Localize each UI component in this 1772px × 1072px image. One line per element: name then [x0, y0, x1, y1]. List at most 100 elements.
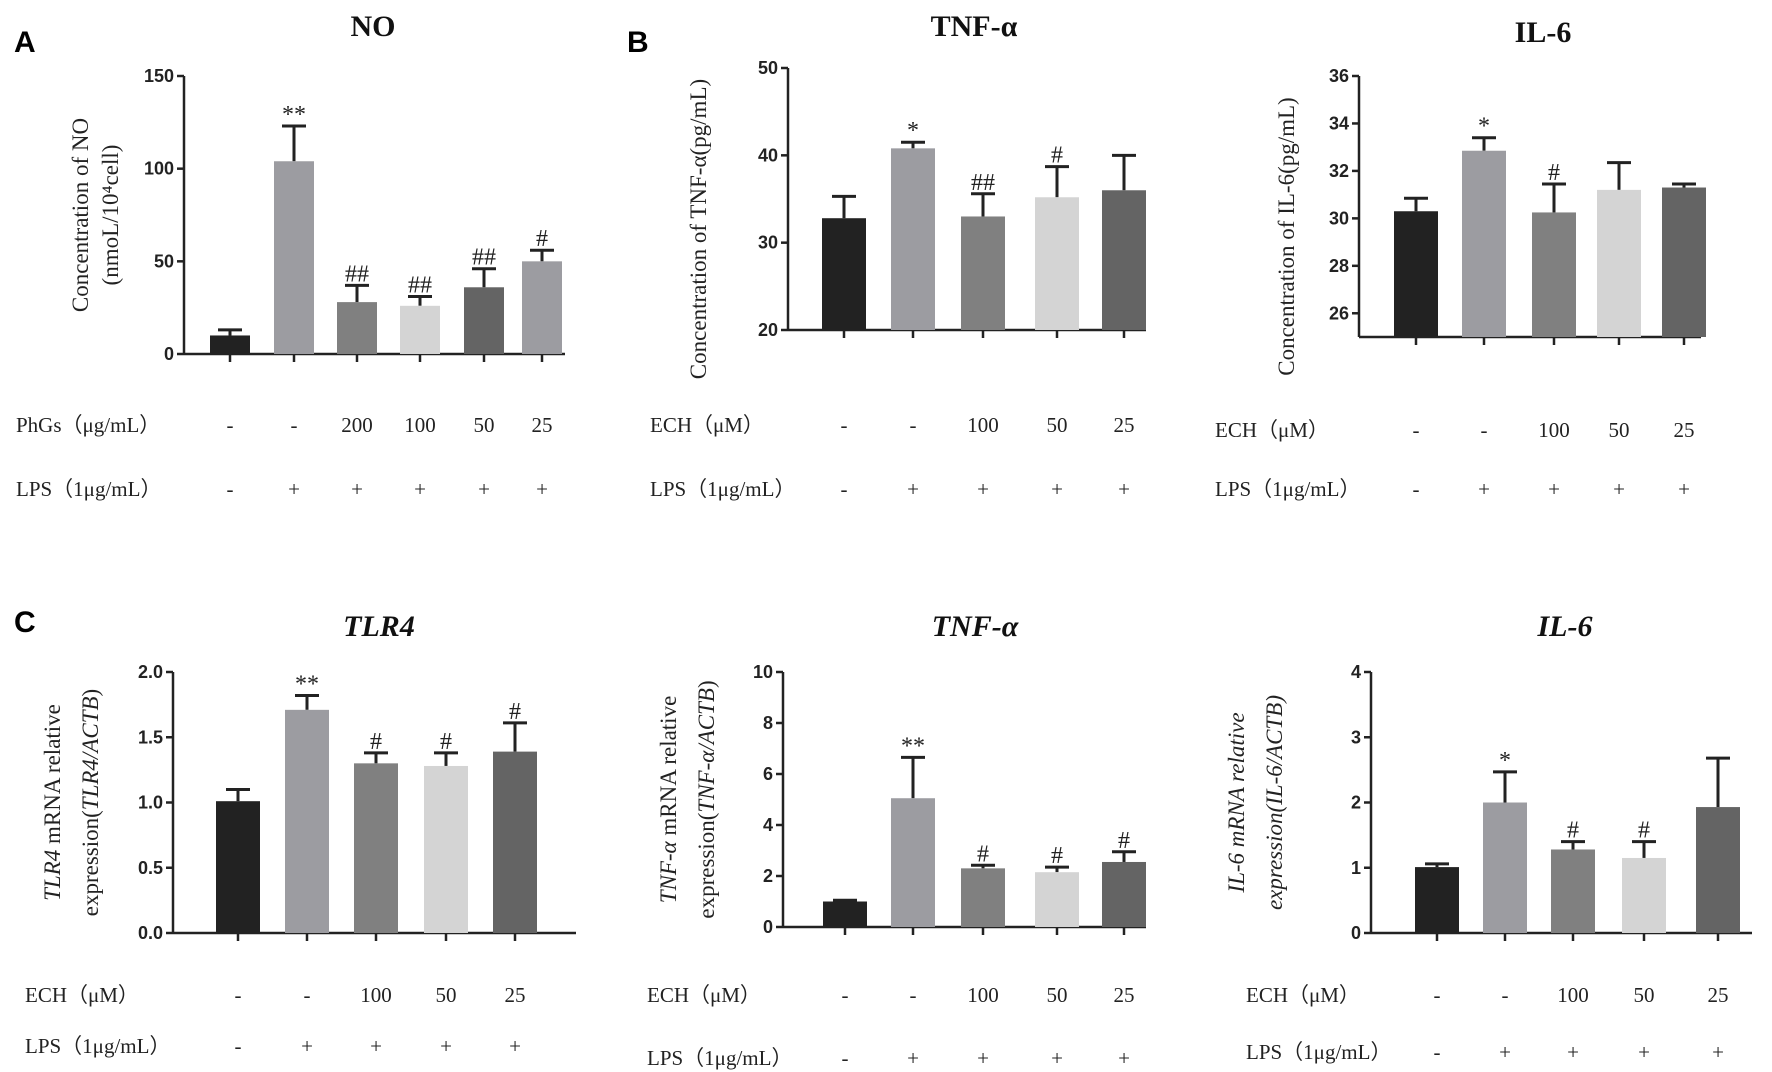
- bar: [1532, 212, 1576, 337]
- chart-title: TNF-α: [932, 610, 1019, 643]
- significance-annotation: #: [1567, 818, 1579, 844]
- y-tick-label: 100: [144, 159, 174, 179]
- treatment-row-value: -: [227, 477, 234, 501]
- y-axis-label-segment: expression(IL-6/ACTB): [1262, 695, 1287, 910]
- y-axis-label-segment: Concentration of NO: [68, 118, 93, 312]
- bar: [337, 302, 377, 354]
- treatment-row-value: +: [977, 1046, 989, 1070]
- treatment-row-value: +: [440, 1034, 452, 1058]
- bar: [522, 261, 562, 354]
- treatment-row-label: ECH（μM）: [647, 983, 761, 1007]
- treatment-row-label: ECH（μM）: [650, 413, 764, 437]
- y-axis-label: IL-6 mRNA relative: [1224, 712, 1249, 893]
- treatment-row-value: -: [304, 983, 311, 1007]
- y-tick-label: 6: [763, 764, 773, 784]
- y-tick-label: 30: [758, 233, 778, 253]
- y-axis-label-segment: ): [78, 689, 103, 697]
- y-tick-label: 8: [763, 713, 773, 733]
- treatment-row-value: -: [1434, 983, 1441, 1007]
- y-tick-label: 0: [164, 344, 174, 364]
- bar: [1035, 872, 1079, 927]
- treatment-row-value: +: [1051, 1046, 1063, 1070]
- treatment-row-value: +: [1638, 1040, 1650, 1064]
- treatment-row-value: -: [1502, 983, 1509, 1007]
- treatment-row-value: 100: [1538, 418, 1570, 442]
- treatment-row-value: 200: [341, 413, 373, 437]
- treatment-row-value: -: [842, 983, 849, 1007]
- y-tick-label: 10: [753, 662, 773, 682]
- bar: [1696, 807, 1740, 933]
- significance-annotation: #: [977, 841, 989, 867]
- treatment-row-value: +: [1118, 1046, 1130, 1070]
- treatment-row-value: +: [509, 1034, 521, 1058]
- y-axis-label: expression(IL-6/ACTB): [1262, 695, 1287, 910]
- y-axis-label-segment: expression(: [78, 810, 103, 916]
- y-axis-label-segment: TLR4: [40, 850, 65, 901]
- treatment-row-value: 25: [505, 983, 526, 1007]
- y-axis-label-segment: mRNA relative: [656, 696, 681, 842]
- bar: [822, 218, 866, 330]
- treatment-row-value: 25: [532, 413, 553, 437]
- y-axis-label-segment: TLR4/ACTB: [78, 696, 103, 810]
- y-axis-label: Concentration of IL-6(pg/mL): [1274, 97, 1299, 375]
- treatment-row-value: +: [1567, 1040, 1579, 1064]
- significance-annotation: #: [1638, 818, 1650, 844]
- treatment-row-value: +: [478, 477, 490, 501]
- treatment-row-label: ECH（μM）: [1246, 983, 1360, 1007]
- significance-annotation: ##: [345, 261, 369, 287]
- panel-label-a: A: [14, 26, 36, 59]
- significance-annotation: *: [1499, 748, 1511, 774]
- y-tick-label: 4: [763, 815, 773, 835]
- bar: [891, 148, 935, 330]
- treatment-row-value: 100: [1557, 983, 1589, 1007]
- treatment-row-value: -: [842, 1046, 849, 1070]
- y-axis-label-segment: Concentration of IL-6(pg/mL): [1274, 97, 1299, 375]
- treatment-row-value: 25: [1674, 418, 1695, 442]
- significance-annotation: **: [901, 733, 925, 759]
- treatment-row-label: LPS（1μg/mL）: [1215, 477, 1360, 501]
- significance-annotation: *: [907, 118, 919, 144]
- chart-0: NO 0 50 100 150 Concentration of NO (nmoL/10⁴c…: [16, 10, 565, 501]
- significance-annotation: #: [509, 699, 521, 725]
- treatment-row-value: +: [977, 477, 989, 501]
- y-tick-label: 0: [1351, 923, 1361, 943]
- significance-annotation: ##: [472, 245, 496, 271]
- chart-5: IL-6 0 1 2 3 4 IL-6 mRNA relative expression(IL…: [1224, 610, 1752, 1064]
- chart-3: TLR4 0.0 0.5 1.0 1.5 2.0 TLR4 mRNA relative exp…: [25, 610, 576, 1058]
- treatment-row-value: 25: [1114, 413, 1135, 437]
- treatment-row-value: +: [301, 1034, 313, 1058]
- bar: [891, 798, 935, 927]
- treatment-row-value: -: [235, 1034, 242, 1058]
- y-tick-label: 4: [1351, 662, 1361, 682]
- bar: [210, 335, 250, 354]
- treatment-row-value: +: [1678, 477, 1690, 501]
- y-tick-label: 2.0: [138, 662, 163, 682]
- y-tick-label: 36: [1329, 66, 1349, 86]
- y-axis-label: TLR4 mRNA relative: [40, 704, 65, 901]
- bar: [493, 751, 537, 933]
- chart-title: TLR4: [343, 610, 415, 643]
- treatment-row-value: -: [227, 413, 234, 437]
- y-tick-label: 2: [763, 866, 773, 886]
- treatment-row-value: 50: [1634, 983, 1655, 1007]
- bar: [1394, 211, 1438, 337]
- significance-annotation: *: [1478, 114, 1490, 140]
- treatment-row-value: -: [1481, 418, 1488, 442]
- treatment-row-label: LPS（1μg/mL）: [650, 477, 795, 501]
- y-tick-label: 20: [758, 320, 778, 340]
- treatment-row-value: -: [291, 413, 298, 437]
- treatment-row-value: 25: [1708, 983, 1729, 1007]
- treatment-row-label: PhGs（μg/mL）: [16, 413, 160, 437]
- y-axis-label-segment: TNF-α: [656, 840, 681, 903]
- y-tick-label: 40: [758, 145, 778, 165]
- significance-annotation: **: [295, 671, 319, 697]
- treatment-row-value: 50: [1047, 983, 1068, 1007]
- y-tick-label: 50: [154, 251, 174, 271]
- treatment-row-label: LPS（1μg/mL）: [1246, 1040, 1391, 1064]
- y-axis-label-segment: TNF-α/ACTB: [694, 688, 719, 813]
- treatment-row-value: +: [1712, 1040, 1724, 1064]
- y-tick-label: 1.0: [138, 793, 163, 813]
- bar: [285, 709, 329, 933]
- chart-2: IL-6 26 28 30 32 34 36 Concentration of IL-6(pg…: [1215, 16, 1706, 501]
